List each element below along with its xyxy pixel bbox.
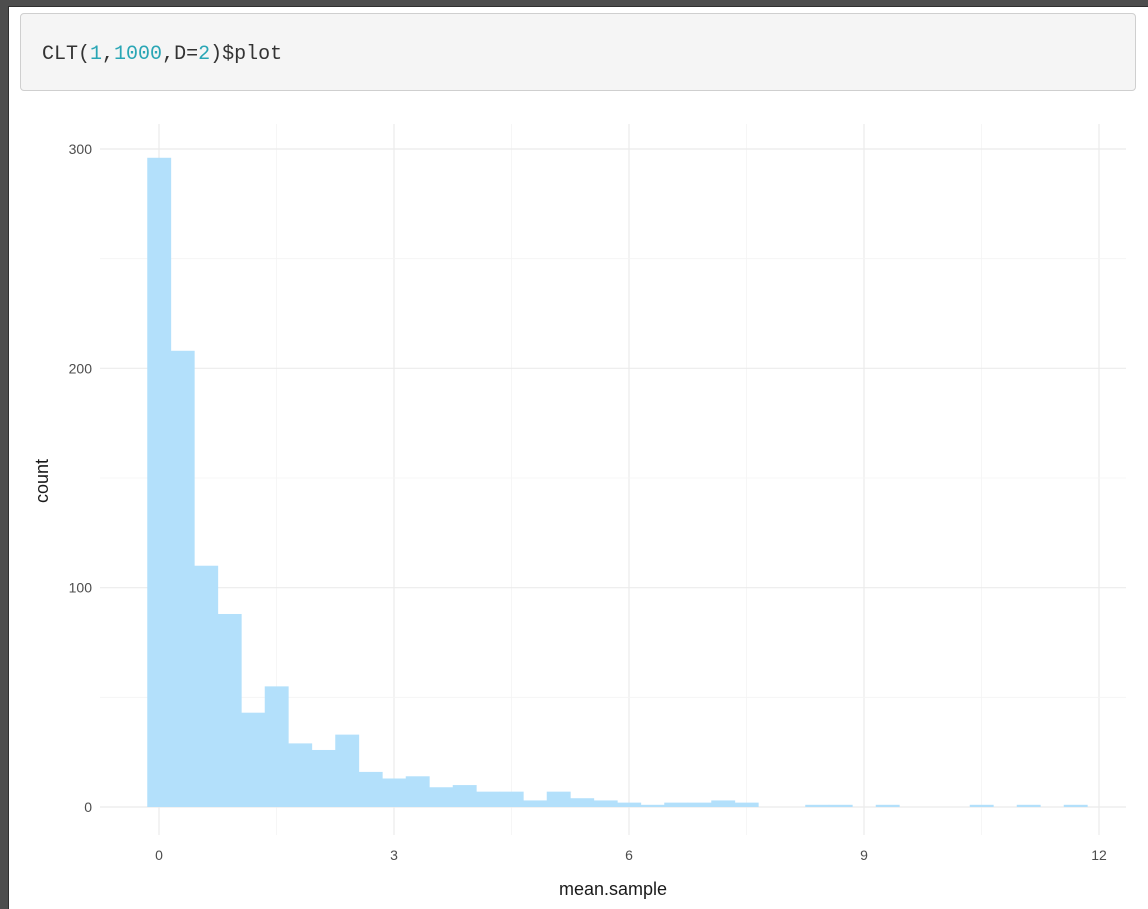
histogram-bar bbox=[358, 771, 383, 807]
y-tick-label: 100 bbox=[69, 580, 93, 596]
histogram-bar bbox=[805, 804, 830, 807]
histogram-bar bbox=[875, 804, 900, 807]
histogram-bar bbox=[1063, 804, 1088, 807]
code-line: CLT(1,1000,D=2)$plot bbox=[42, 43, 282, 67]
x-tick-label: 12 bbox=[1091, 847, 1107, 863]
code-number-literal: 2 bbox=[198, 43, 211, 66]
y-tick-label: 300 bbox=[69, 141, 93, 157]
histogram-bar bbox=[217, 613, 242, 807]
x-tick-label: 0 bbox=[155, 847, 163, 863]
histogram-bar bbox=[382, 778, 407, 807]
code-token: CLT( bbox=[42, 43, 91, 66]
histogram-bar bbox=[311, 749, 336, 807]
y-tick-label: 0 bbox=[84, 799, 92, 815]
histogram-bar bbox=[241, 712, 266, 807]
histogram-bar bbox=[499, 791, 524, 807]
x-tick-label: 6 bbox=[625, 847, 633, 863]
histogram-bar bbox=[288, 743, 313, 807]
x-axis-ticks: 0 3 6 9 12 bbox=[155, 847, 1107, 863]
y-axis-ticks: 0 100 200 300 bbox=[69, 141, 93, 815]
code-token: , bbox=[102, 43, 115, 66]
histogram-bar bbox=[405, 776, 430, 807]
histogram-bar bbox=[617, 802, 642, 807]
y-axis-label: count bbox=[32, 459, 52, 503]
histogram-bar bbox=[335, 734, 360, 807]
code-token: ,D= bbox=[162, 43, 199, 66]
histogram-bar bbox=[593, 800, 618, 807]
code-number-literal: 1 bbox=[90, 43, 103, 66]
histogram-bar bbox=[147, 157, 172, 808]
x-tick-label: 3 bbox=[390, 847, 398, 863]
histogram-bar bbox=[711, 800, 736, 807]
histogram-bar bbox=[1016, 804, 1041, 807]
histogram-bar bbox=[476, 791, 501, 807]
histogram-bar bbox=[546, 791, 571, 807]
code-number-literal: 1000 bbox=[114, 43, 163, 66]
histogram-bar bbox=[264, 686, 289, 807]
histogram-bar bbox=[570, 798, 595, 807]
histogram-bar bbox=[429, 787, 454, 807]
histogram-bar bbox=[664, 802, 689, 807]
code-token: )$plot bbox=[210, 43, 283, 66]
y-tick-label: 200 bbox=[69, 360, 93, 376]
histogram-bar bbox=[640, 804, 665, 807]
histogram-bar bbox=[452, 785, 477, 807]
code-chunk[interactable]: CLT(1,1000,D=2)$plot bbox=[20, 13, 1136, 91]
histogram-bar bbox=[194, 565, 219, 807]
histogram-bar bbox=[170, 350, 195, 807]
histogram-bar bbox=[687, 802, 712, 807]
histogram-bar bbox=[969, 804, 994, 807]
histogram-bar bbox=[734, 802, 759, 807]
x-tick-label: 9 bbox=[860, 847, 868, 863]
histogram-bar bbox=[523, 800, 548, 807]
histogram-bars bbox=[147, 157, 1088, 808]
x-axis-label: mean.sample bbox=[559, 879, 667, 899]
histogram-bar bbox=[828, 804, 853, 807]
